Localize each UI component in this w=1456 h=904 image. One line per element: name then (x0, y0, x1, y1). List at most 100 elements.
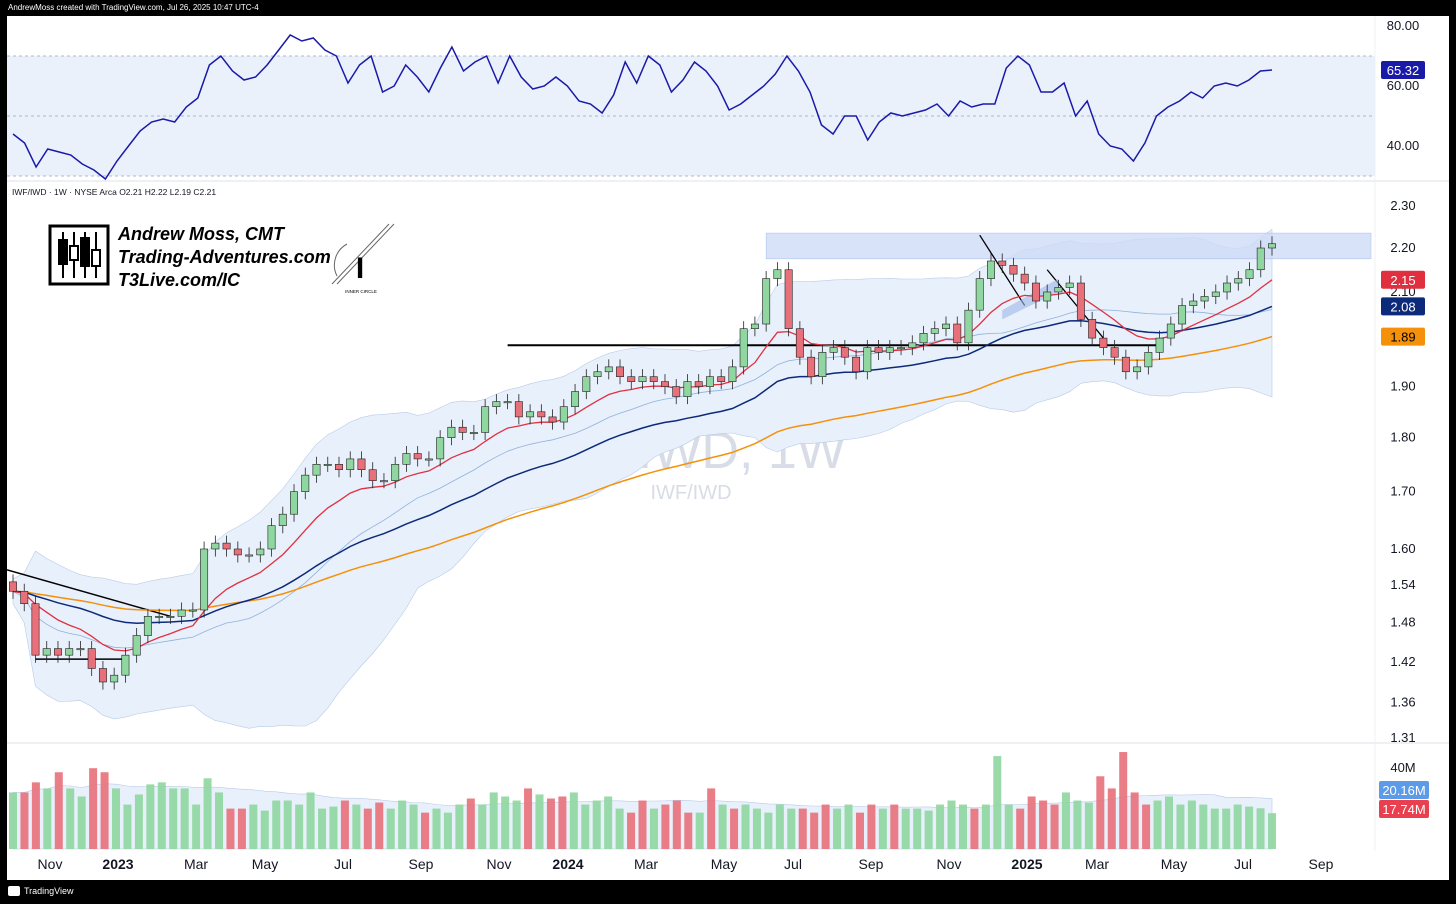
candle-body (1155, 337, 1164, 353)
price-tick-label: 2.30 (1390, 198, 1415, 213)
candle-body (1166, 323, 1175, 339)
volume-bar (283, 800, 292, 849)
volume-bar (672, 800, 681, 849)
candle (818, 344, 827, 385)
candle-body (773, 269, 782, 279)
volume-bar (100, 772, 109, 849)
volume-bar (1256, 808, 1265, 849)
price-label-badge-ma_mid (1381, 297, 1425, 316)
candle (672, 379, 681, 405)
candle-body (458, 426, 467, 433)
candle (1245, 262, 1254, 287)
candle-body (1088, 319, 1097, 339)
candle-body (953, 323, 962, 344)
candle (705, 369, 714, 395)
candle-body (897, 347, 905, 350)
volume-bar (787, 808, 796, 849)
time-axis-label: Nov (937, 856, 962, 872)
candle (76, 641, 85, 657)
candle-body (919, 333, 928, 344)
candle-body (616, 366, 624, 377)
volume-last-label: 17.74M (1382, 802, 1425, 817)
candle-body (514, 401, 523, 418)
candle (942, 316, 950, 337)
rsi-line (12, 34, 1273, 181)
candle-body (301, 474, 310, 492)
candle (661, 374, 669, 395)
candle-body (357, 458, 366, 471)
candle (245, 547, 254, 563)
branding-logo-block: Andrew Moss, CMT Trading-Adventures.com … (48, 223, 395, 294)
volume-bar (1039, 800, 1048, 849)
candle-body (874, 347, 883, 353)
candle (143, 608, 152, 644)
candle-body (548, 416, 557, 423)
tradingview-brand: TradingView (24, 886, 74, 896)
volume-bar (8, 792, 18, 849)
candle-body (9, 581, 17, 592)
candle-body (1099, 337, 1108, 348)
candle (20, 583, 29, 612)
time-axis[interactable]: Nov 2023 Mar May Jul Sep Nov 2024 Mar May Jul Sep No… (38, 856, 1334, 872)
volume-bar (421, 812, 430, 849)
candle-body (481, 406, 490, 433)
volume-bar (295, 804, 304, 849)
volume-bar (741, 804, 750, 849)
candle (200, 541, 209, 618)
volume-bar (180, 788, 189, 849)
volume-bar (226, 808, 235, 849)
time-axis-label: 2025 (1011, 856, 1042, 872)
candle-body (627, 376, 636, 382)
candle-body (1189, 300, 1198, 306)
candle (503, 394, 512, 410)
candle-body (672, 386, 681, 397)
volume-bar (833, 808, 842, 849)
candle-body (1020, 273, 1029, 284)
logo-candles-icon (58, 232, 101, 278)
candle (166, 608, 175, 624)
candle (335, 456, 343, 478)
volume-bar (409, 804, 418, 849)
candle-body (188, 609, 197, 612)
candle-body (728, 366, 737, 382)
candle-body (1144, 352, 1153, 368)
candle (897, 340, 905, 356)
resistance-zone (765, 232, 1372, 260)
candle (323, 456, 332, 472)
candle-body (840, 347, 849, 358)
candle-body (604, 366, 613, 373)
candle (762, 271, 771, 332)
chart-area[interactable]: 80.00 60.00 40.00 65.32 IWF/IWD, 1W IWF/IWD… (6, 16, 1449, 880)
volume-bar (615, 808, 624, 849)
candle (728, 359, 737, 390)
candle (987, 253, 995, 287)
volume-bar (112, 788, 121, 849)
volume-bar (821, 804, 830, 849)
candle (852, 349, 861, 380)
candle (87, 641, 96, 677)
rsi-pane: 80.00 60.00 40.00 65.32 (7, 18, 1425, 181)
time-axis-label: Jul (784, 856, 802, 872)
volume-label-badge (1379, 800, 1429, 818)
candle (312, 456, 321, 483)
candle (447, 419, 456, 446)
volume-bar (581, 804, 590, 849)
rsi-last-value-badge (1381, 61, 1425, 80)
inner-circle-caption: INNER CIRCLE (345, 289, 377, 294)
volume-bar (878, 808, 887, 849)
volume-bar (684, 812, 693, 849)
candle-body (447, 426, 456, 438)
time-axis-label: Jul (1234, 856, 1252, 872)
svg-text:I: I (356, 252, 364, 285)
volume-bar (398, 800, 407, 849)
volume-bar (1153, 800, 1162, 849)
candle-body (143, 616, 152, 636)
volume-bar (1096, 776, 1105, 849)
volume-bar (890, 804, 899, 849)
candle (424, 451, 433, 467)
tradingview-logo[interactable]: TradingView (8, 886, 74, 896)
time-axis-label: Sep (859, 856, 884, 872)
candle-body (661, 381, 669, 387)
volume-bar (1222, 808, 1231, 849)
